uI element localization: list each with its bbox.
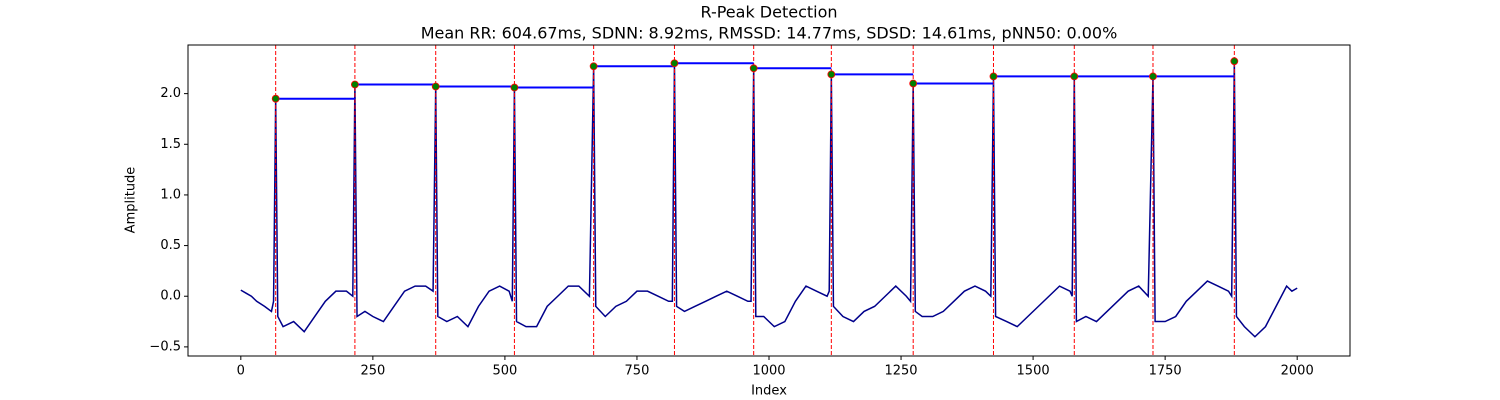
peak-point	[909, 79, 918, 88]
chart-title: R-Peak Detection	[700, 3, 837, 22]
chart-subtitle: Mean RR: 604.67ms, SDNN: 8.92ms, RMSSD: …	[421, 24, 1118, 43]
x-tick-label: 1750	[1149, 364, 1182, 379]
peak-point	[431, 82, 440, 91]
x-tick-label: 250	[360, 364, 385, 379]
peak-point	[827, 70, 836, 79]
x-tick-label: 750	[625, 364, 650, 379]
x-tick-label: 500	[492, 364, 517, 379]
peak-point	[1070, 72, 1079, 81]
peak-point	[351, 80, 359, 89]
peak-point	[271, 94, 280, 103]
x-axis-label: Index	[751, 384, 787, 399]
y-tick-label: 1.0	[160, 187, 181, 202]
y-tick-label: 0.5	[160, 238, 181, 253]
peak-point	[989, 72, 998, 81]
x-tick-label: 1250	[884, 364, 917, 379]
x-tick-label: 0	[237, 364, 245, 379]
y-tick-label: 1.5	[160, 137, 181, 152]
peak-point	[749, 64, 758, 73]
peak-point	[1149, 72, 1157, 81]
plot-frame	[187, 44, 1351, 357]
y-axis-label: Amplitude	[124, 167, 139, 234]
peak-point	[589, 62, 598, 71]
y-tick-label: 2.0	[160, 86, 181, 101]
x-tick-label: 2000	[1281, 364, 1314, 379]
y-tick-label: −0.5	[149, 339, 181, 354]
signal-line	[240, 61, 1298, 338]
x-tick-label: 1000	[752, 364, 785, 379]
y-tick-label: 0.0	[160, 289, 181, 304]
x-tick-label: 1500	[1017, 364, 1050, 379]
peak-point	[1230, 57, 1239, 66]
peak-point	[670, 59, 679, 68]
peak-point	[510, 83, 519, 92]
